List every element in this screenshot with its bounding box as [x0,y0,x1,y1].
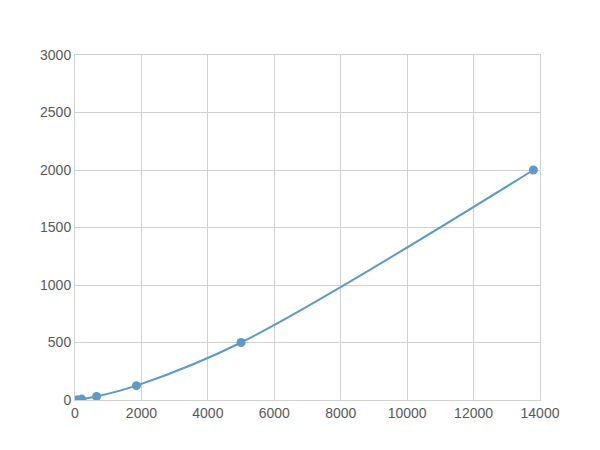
svg-text:2500: 2500 [40,104,71,120]
svg-text:8000: 8000 [325,405,356,421]
svg-text:12000: 12000 [454,405,493,421]
svg-text:0: 0 [63,392,71,408]
svg-text:1000: 1000 [40,277,71,293]
svg-text:14000: 14000 [521,405,560,421]
svg-text:2000: 2000 [126,405,157,421]
svg-text:0: 0 [71,405,79,421]
svg-text:1500: 1500 [40,219,71,235]
svg-text:6000: 6000 [259,405,290,421]
svg-text:4000: 4000 [192,405,223,421]
svg-text:500: 500 [48,334,72,350]
svg-text:10000: 10000 [388,405,427,421]
svg-text:2000: 2000 [40,162,71,178]
svg-text:3000: 3000 [40,47,71,63]
